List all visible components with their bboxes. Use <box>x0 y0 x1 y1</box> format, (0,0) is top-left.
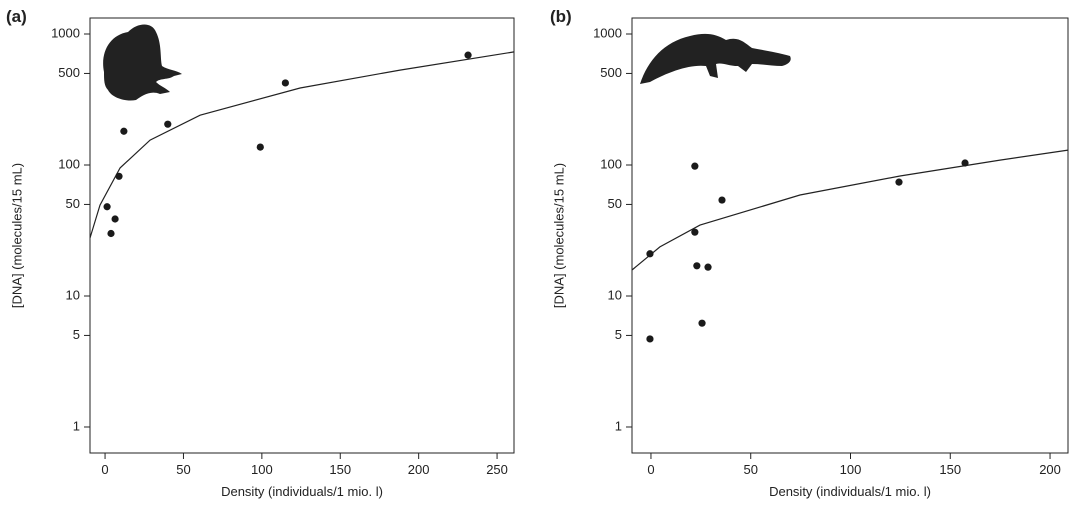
x-tick-label: 100 <box>840 462 862 477</box>
y-tick-label: 500 <box>58 65 80 80</box>
y-tick-label: 50 <box>66 196 80 211</box>
y-tick-label: 50 <box>608 196 622 211</box>
data-point <box>281 79 289 87</box>
y-axis-label: [DNA] (molecules/15 mL) <box>551 163 566 308</box>
x-tick-label: 200 <box>1039 462 1061 477</box>
data-point <box>120 127 128 135</box>
data-point <box>115 172 123 180</box>
data-point <box>646 250 654 258</box>
x-tick-label: 100 <box>251 462 273 477</box>
y-axis-label: [DNA] (molecules/15 mL) <box>9 163 24 308</box>
x-tick-label: 250 <box>486 462 508 477</box>
y-tick-label: 10 <box>66 287 80 302</box>
data-point <box>164 120 172 128</box>
y-tick-label: 1 <box>73 418 80 433</box>
data-point <box>698 319 706 327</box>
x-tick-label: 150 <box>939 462 961 477</box>
x-tick-label: 50 <box>176 462 190 477</box>
fit-curve <box>631 149 1069 271</box>
plot-frame <box>89 17 515 454</box>
newt-silhouette <box>640 33 791 84</box>
plot-frame <box>631 17 1069 454</box>
data-point <box>961 159 969 167</box>
y-tick-label: 5 <box>615 327 622 342</box>
y-tick-label: 1000 <box>593 25 622 40</box>
data-point <box>704 263 712 271</box>
y-tick-label: 5 <box>73 327 80 342</box>
data-point <box>103 203 111 211</box>
x-tick-label: 200 <box>408 462 430 477</box>
fit-curve <box>89 51 515 239</box>
x-axis-label: Density (individuals/1 mio. l) <box>221 484 383 499</box>
y-tick-label: 500 <box>600 65 622 80</box>
frog-silhouette <box>103 24 182 101</box>
data-point <box>256 143 264 151</box>
data-point <box>693 262 701 270</box>
data-point <box>895 178 903 186</box>
x-tick-label: 0 <box>647 462 654 477</box>
x-tick-label: 50 <box>743 462 757 477</box>
y-tick-label: 1 <box>615 418 622 433</box>
y-tick-label: 100 <box>58 156 80 171</box>
data-point <box>691 228 699 236</box>
y-tick-label: 100 <box>600 156 622 171</box>
panel-title: (b) <box>550 7 572 26</box>
data-point <box>107 229 115 238</box>
x-tick-label: 0 <box>101 462 108 477</box>
x-tick-label: 150 <box>329 462 351 477</box>
data-point <box>718 196 726 204</box>
data-point <box>111 215 119 223</box>
panel-title: (a) <box>6 7 27 26</box>
data-point <box>646 335 654 343</box>
y-tick-label: 1000 <box>51 25 80 40</box>
data-point <box>691 162 699 170</box>
y-tick-label: 10 <box>608 287 622 302</box>
data-point <box>464 51 472 59</box>
x-axis-label: Density (individuals/1 mio. l) <box>769 484 931 499</box>
